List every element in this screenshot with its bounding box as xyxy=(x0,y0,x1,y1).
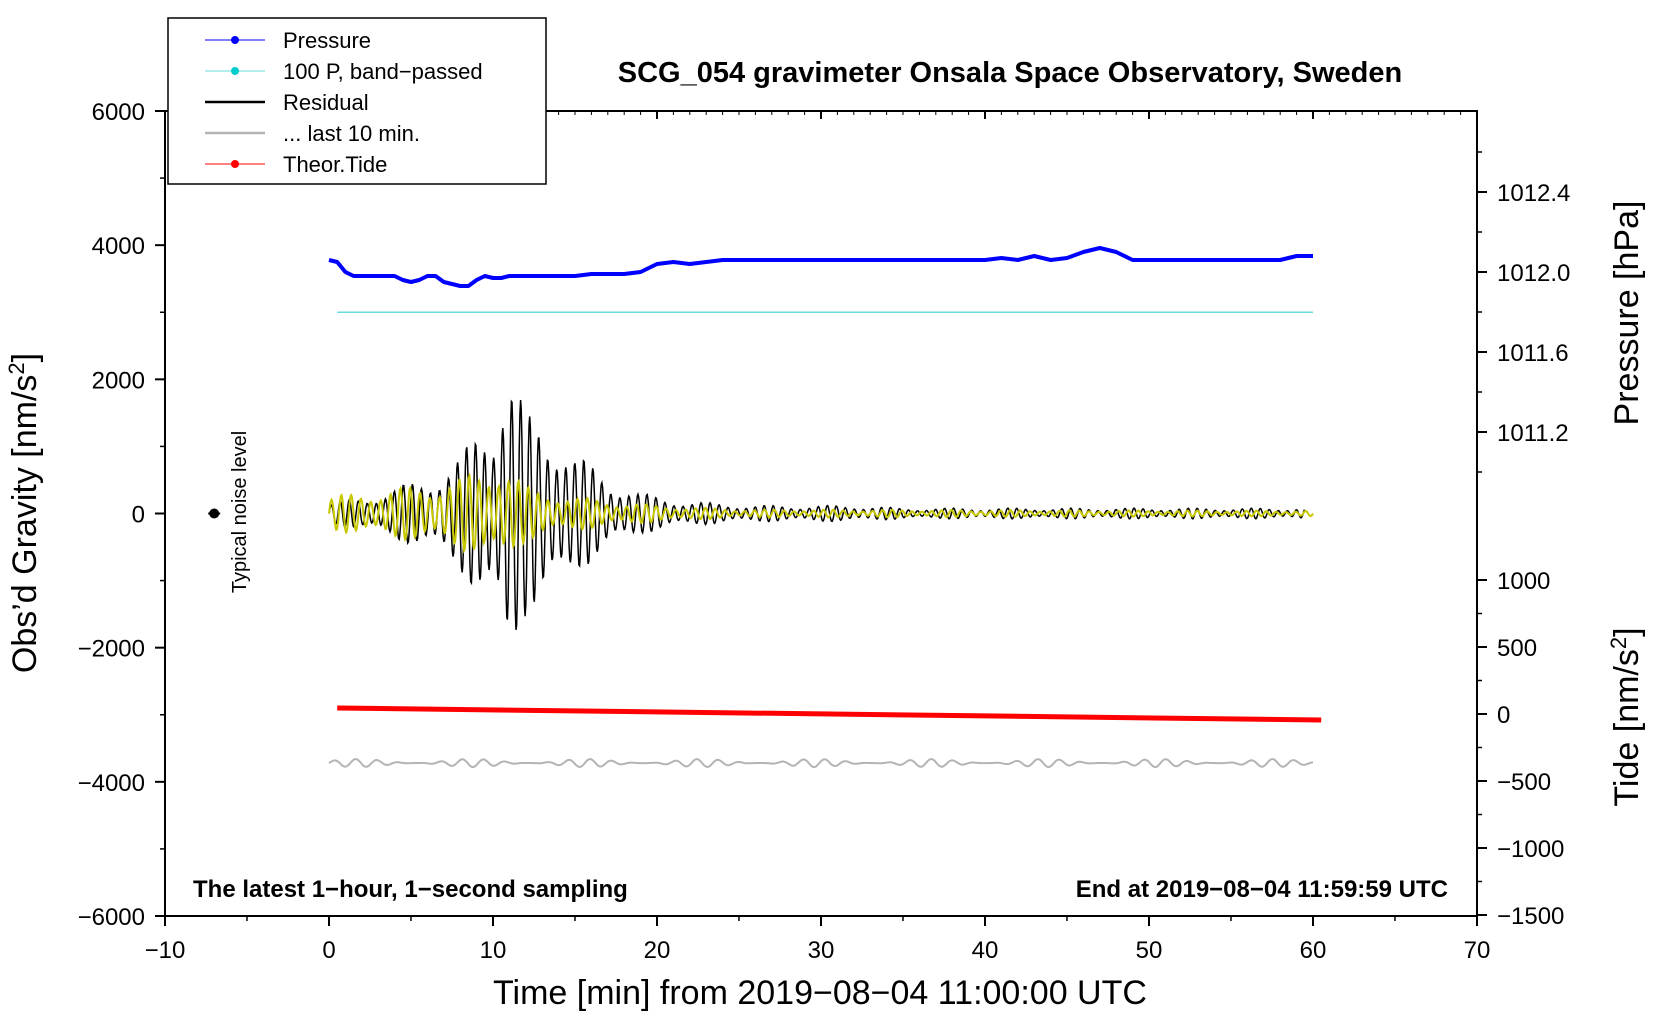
legend-items: Pressure 100 P, band−passed Residual ... la… xyxy=(205,28,483,177)
x-tick-label: 0 xyxy=(322,937,335,964)
annotation-left: The latest 1−hour, 1−second sampling xyxy=(193,876,628,903)
legend-item: Residual xyxy=(205,90,369,115)
y-tick-label: −6000 xyxy=(78,904,145,931)
legend-label: Pressure xyxy=(283,28,371,53)
legend-item: ... last 10 min. xyxy=(205,121,420,146)
pressure-tick-label: 1012.0 xyxy=(1497,260,1570,287)
series-last-10-min xyxy=(328,758,1314,768)
noise-label: Typical noise level xyxy=(229,431,251,593)
legend-label: ... last 10 min. xyxy=(283,121,420,146)
tide-label-main: Tide [nm/s xyxy=(1608,649,1646,806)
x-tick-label: 60 xyxy=(1300,937,1327,964)
x-tick-label: 50 xyxy=(1136,937,1163,964)
y-tick-label: 6000 xyxy=(92,99,145,126)
series-theor-tide xyxy=(337,705,1322,723)
series-layer xyxy=(328,246,1322,768)
y-axis-tide: 1000 500 0 −500 −1000 −1500 xyxy=(1477,568,1564,930)
y-tick-label: −2000 xyxy=(78,636,145,663)
legend-item: Pressure xyxy=(205,28,371,53)
tide-tick-label: 500 xyxy=(1497,635,1537,662)
legend: Pressure 100 P, band−passed Residual ... la… xyxy=(167,17,547,185)
tide-tick-label: 0 xyxy=(1497,702,1510,729)
x-tick-label: 20 xyxy=(644,937,671,964)
y-left-label-sup: 2 xyxy=(4,362,29,374)
x-axis-label: Time [min] from 2019−08−04 11:00:00 UTC xyxy=(493,974,1147,1012)
tide-tick-label: −500 xyxy=(1497,769,1551,796)
series-pressure xyxy=(328,246,1313,288)
series-residual-bandpassed xyxy=(328,472,1314,554)
x-tick-label: 40 xyxy=(972,937,999,964)
y-left-label-main: Obs’d Gravity [nm/s xyxy=(6,375,44,674)
tide-tick-label: −1000 xyxy=(1497,836,1564,863)
tide-tick-label: −1500 xyxy=(1497,903,1564,930)
x-tick-label: 70 xyxy=(1464,937,1491,964)
legend-label: Residual xyxy=(283,90,369,115)
legend-swatch-marker xyxy=(231,67,239,75)
pressure-tick-label: 1012.4 xyxy=(1497,180,1570,207)
chart-title: SCG_054 gravimeter Onsala Space Observat… xyxy=(618,57,1402,89)
legend-swatch-marker xyxy=(231,160,239,168)
y-axis-left-label: Obs’d Gravity [nm/s2] xyxy=(4,353,44,673)
pressure-tick-label: 1011.6 xyxy=(1497,340,1569,367)
x-tick-label: 30 xyxy=(808,937,835,964)
y-axis-left: 6000 4000 2000 0 −2000 −4000 −6000 xyxy=(78,99,165,931)
tide-label-sup: 2 xyxy=(1606,637,1631,649)
y-axis-pressure: 1012.4 1012.0 1011.6 1011.2 xyxy=(1477,151,1570,473)
legend-item: 100 P, band−passed xyxy=(205,59,483,84)
y-axis-pressure-label: Pressure [hPa] xyxy=(1608,201,1646,426)
noise-marker: Typical noise level xyxy=(208,431,251,593)
noise-dot xyxy=(209,508,220,519)
legend-swatch-marker xyxy=(231,36,239,44)
tide-tick-label: 1000 xyxy=(1497,568,1550,595)
y-tick-label: −4000 xyxy=(78,770,145,797)
tide-label-close: ] xyxy=(1608,627,1646,636)
legend-label: Theor.Tide xyxy=(283,152,387,177)
y-axis-tide-label: Tide [nm/s2] xyxy=(1606,627,1646,806)
x-axis: −10 0 10 20 30 40 50 60 70 xyxy=(145,111,1491,964)
y-tick-label: 0 xyxy=(132,502,145,529)
y-left-label-close: ] xyxy=(6,353,44,362)
legend-label: 100 P, band−passed xyxy=(283,59,483,84)
y-tick-label: 2000 xyxy=(92,367,145,394)
legend-item: Theor.Tide xyxy=(205,152,387,177)
y-tick-label: 4000 xyxy=(92,233,145,260)
x-tick-label: 10 xyxy=(480,937,507,964)
annotation-right: End at 2019−08−04 11:59:59 UTC xyxy=(1076,876,1448,903)
pressure-tick-label: 1011.2 xyxy=(1497,420,1569,447)
x-tick-label: −10 xyxy=(145,937,186,964)
